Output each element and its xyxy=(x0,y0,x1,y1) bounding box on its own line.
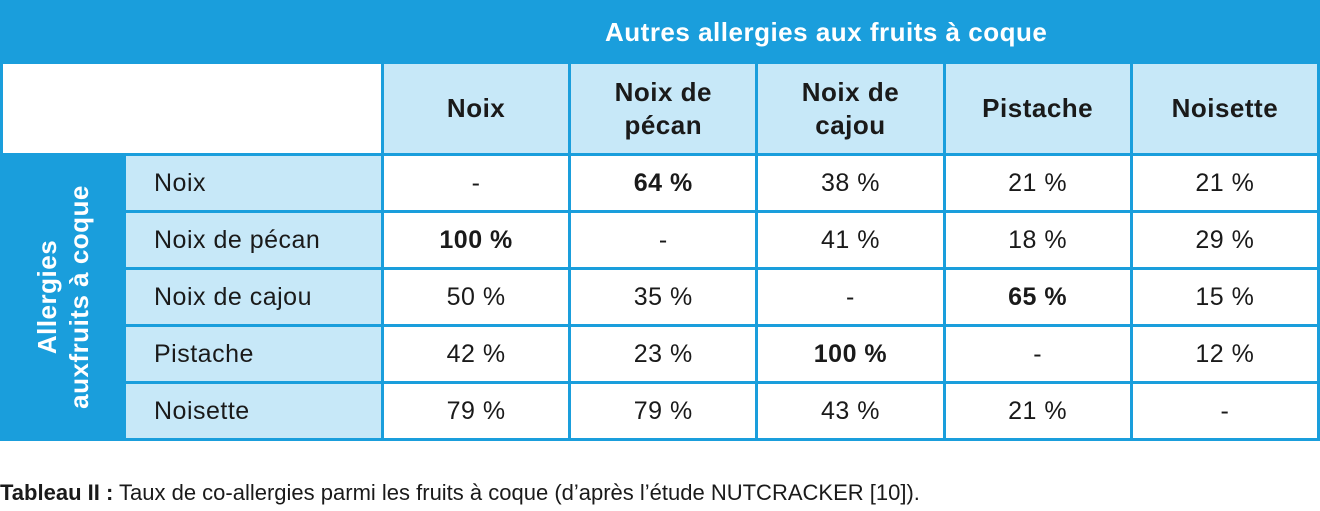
column-header-pistache: Pistache xyxy=(945,64,1130,154)
row-header: Noisette xyxy=(126,384,381,438)
row-group-label-line1: Allergies xyxy=(32,239,62,355)
table-cell: 12 % xyxy=(1132,327,1317,382)
table-cell: 41 % xyxy=(758,213,943,268)
table-cell: 29 % xyxy=(1132,213,1317,268)
table-cell: 21 % xyxy=(1132,156,1317,211)
table-cell: 79 % xyxy=(571,384,756,438)
table-row: Noix de cajou 50 % 35 % - 65 % 15 % xyxy=(3,270,1317,325)
table-cell: 18 % xyxy=(945,213,1130,268)
table-title-row: Autres allergies aux fruits à coque xyxy=(3,3,1317,62)
caption-text: Taux de co-allergies parmi les fruits à … xyxy=(113,480,920,505)
table-cell-highlight: 64 % xyxy=(571,156,756,211)
row-header: Pistache xyxy=(126,327,381,382)
table-cell: - xyxy=(945,327,1130,382)
row-header: Noix xyxy=(126,156,381,211)
column-header-line1: Noisette xyxy=(1171,93,1279,124)
column-header-noix-de-cajou: Noix de cajou xyxy=(758,64,943,154)
table-cell: 21 % xyxy=(945,156,1130,211)
table-row: Noix de pécan 100 % - 41 % 18 % 29 % xyxy=(3,213,1317,268)
column-header-row: Noix Noix de pécan Noix de cajou Pistach… xyxy=(3,64,1317,154)
table-cell: 35 % xyxy=(571,270,756,325)
row-group-label: Allergies auxfruits à coque xyxy=(31,185,95,409)
table-title: Autres allergies aux fruits à coque xyxy=(605,16,1048,47)
corner-cell xyxy=(3,64,381,154)
table-cell-highlight: 65 % xyxy=(945,270,1130,325)
table-cell: 43 % xyxy=(758,384,943,438)
table-cell: 79 % xyxy=(384,384,569,438)
table-cell: - xyxy=(758,270,943,325)
table-cell: - xyxy=(384,156,569,211)
column-header-line1: Pistache xyxy=(982,93,1094,124)
table-cell: 23 % xyxy=(571,327,756,382)
caption-label: Tableau II : xyxy=(0,480,114,505)
table-row: Pistache 42 % 23 % 100 % - 12 % xyxy=(3,327,1317,382)
co-allergy-table-container: Autres allergies aux fruits à coque Noix… xyxy=(0,0,1320,441)
table-row: Allergies auxfruits à coque Noix - 64 % … xyxy=(3,156,1317,438)
table-cell: 50 % xyxy=(384,270,569,325)
row-group-label-cell: Allergies auxfruits à coque xyxy=(3,156,123,438)
column-header-line1: Noix xyxy=(446,93,506,124)
column-header-line1: Noix de xyxy=(614,76,712,107)
column-header-line1: Noix de xyxy=(801,76,900,107)
row-header: Noix de cajou xyxy=(126,270,381,325)
column-header-noix: Noix xyxy=(384,64,569,154)
table-cell: 38 % xyxy=(758,156,943,211)
table-cell: 21 % xyxy=(945,384,1130,438)
co-allergy-table: Autres allergies aux fruits à coque Noix… xyxy=(3,3,1317,438)
table-caption: Tableau II : Taux de co-allergies parmi … xyxy=(0,480,920,506)
column-header-noix-de-pecan: Noix de pécan xyxy=(571,64,756,154)
row-header: Noix de pécan xyxy=(126,213,381,268)
table-cell-highlight: 100 % xyxy=(384,213,569,268)
column-header-line2: pécan xyxy=(624,109,703,140)
table-row: Noisette 79 % 79 % 43 % 21 % - xyxy=(3,384,1317,438)
row-group-label-line2: auxfruits à coque xyxy=(64,185,94,410)
table-cell-highlight: 100 % xyxy=(758,327,943,382)
table-cell: 15 % xyxy=(1132,270,1317,325)
table-cell: - xyxy=(571,213,756,268)
table-cell: - xyxy=(1132,384,1317,438)
column-header-noisette: Noisette xyxy=(1132,64,1317,154)
table-title-cell: Autres allergies aux fruits à coque xyxy=(3,3,1317,62)
column-header-line2: cajou xyxy=(815,109,886,140)
table-cell: 42 % xyxy=(384,327,569,382)
